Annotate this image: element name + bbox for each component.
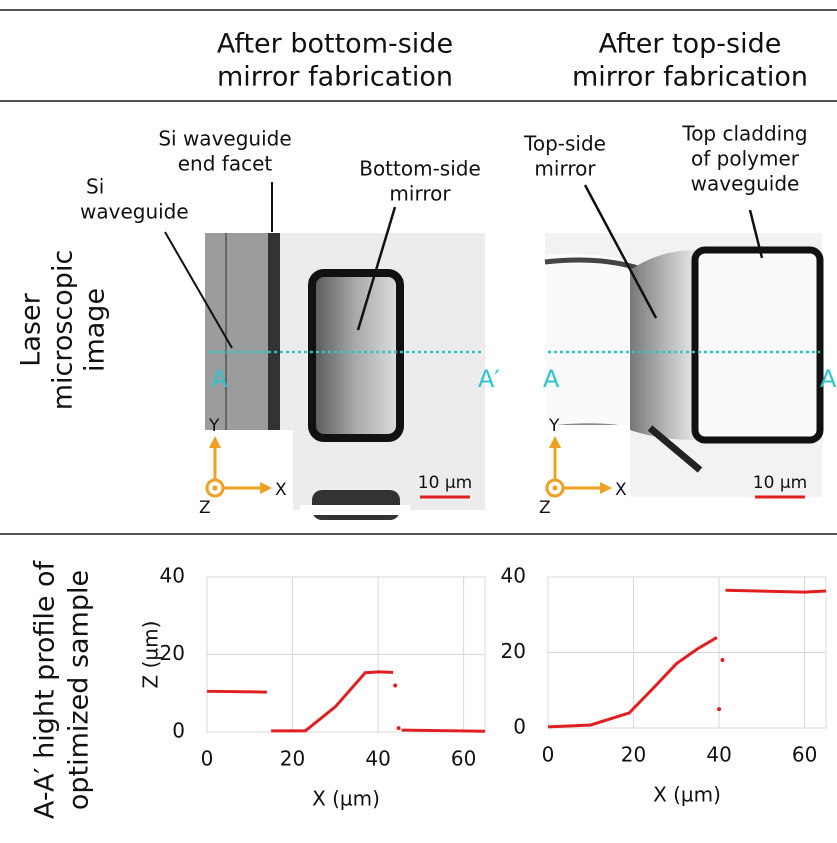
- x-tick-label: 60: [792, 743, 817, 767]
- y-tick-label: 20: [160, 641, 185, 665]
- y-tick-label: 0: [172, 719, 185, 743]
- annotation: waveguide: [80, 200, 189, 224]
- y-axis-label: Z (µm): [139, 621, 163, 689]
- data-point: [393, 683, 398, 688]
- annotation: Si waveguide: [158, 127, 291, 151]
- x-tick-label: 40: [365, 747, 390, 771]
- section-label: A: [820, 365, 837, 393]
- annotation: Top-side: [523, 132, 606, 156]
- profile-line: [206, 689, 267, 694]
- x-tick-label: 20: [621, 743, 646, 767]
- x-axis-label: X (µm): [653, 783, 721, 807]
- row-label-line: Laser: [16, 292, 47, 366]
- column-header: After bottom-side: [217, 29, 453, 60]
- section-label: A: [543, 365, 560, 393]
- axes-icon: [205, 436, 272, 498]
- axis-dot: [212, 485, 218, 491]
- y-tick-label: 40: [501, 564, 526, 588]
- column-header: After top-side: [599, 29, 782, 60]
- axis-label: X: [275, 480, 287, 500]
- column-header: mirror fabrication: [217, 62, 453, 93]
- x-tick-label: 40: [706, 743, 731, 767]
- profile-line: [401, 728, 486, 733]
- row-label-line: optimized sample: [64, 570, 95, 810]
- scale-label: 10 µm: [753, 473, 807, 493]
- y-tick-label: 20: [501, 639, 526, 663]
- y-tick-label: 0: [513, 715, 526, 739]
- x-tick-label: 0: [201, 747, 214, 771]
- data-point: [720, 658, 725, 663]
- arrow-head: [600, 482, 612, 494]
- data-point: [717, 707, 722, 712]
- axis-label: Z: [539, 498, 551, 518]
- annotation: Bottom-side: [359, 157, 481, 181]
- x-axis-label: X (µm): [312, 787, 380, 811]
- data-point: [396, 726, 401, 731]
- x-tick-label: 0: [542, 743, 555, 767]
- arrow-head: [260, 482, 272, 494]
- axis-label: Y: [548, 416, 560, 436]
- axis-label: Y: [208, 416, 220, 436]
- annotation: of polymer: [691, 147, 800, 171]
- section-label: A: [211, 365, 228, 393]
- axis-dot: [552, 485, 558, 491]
- row-label-line: A-A′ hight profile of: [30, 559, 61, 819]
- x-tick-label: 60: [451, 747, 476, 771]
- annotation: end facet: [178, 152, 273, 176]
- micrograph: [164, 182, 485, 520]
- y-tick-label: 40: [160, 564, 185, 588]
- micrograph: [544, 184, 824, 515]
- annotation: waveguide: [691, 172, 800, 196]
- annotation: mirror: [534, 157, 596, 181]
- axis-label: X: [615, 480, 627, 500]
- row-label-line: microscopic: [48, 250, 79, 411]
- profile-line: [547, 636, 718, 729]
- arrow-head: [549, 436, 561, 448]
- annotation: Si: [86, 175, 104, 199]
- axis-label: Z: [199, 498, 211, 518]
- row-label: Laser microscopic image: [16, 250, 111, 411]
- profile-line: [271, 670, 394, 733]
- section-label: A′: [478, 365, 500, 393]
- annotation: mirror: [389, 182, 451, 206]
- column-header: mirror fabrication: [572, 62, 808, 93]
- arrow-head: [209, 436, 221, 448]
- row-label-line: image: [80, 288, 111, 372]
- scale-label: 10 µm: [418, 473, 472, 493]
- profile-line: [725, 588, 827, 594]
- x-tick-label: 20: [280, 747, 305, 771]
- row-label: A-A′ hight profile of optimized sample: [30, 559, 95, 819]
- axes-icon: [545, 436, 612, 498]
- annotation: Top cladding: [681, 122, 807, 146]
